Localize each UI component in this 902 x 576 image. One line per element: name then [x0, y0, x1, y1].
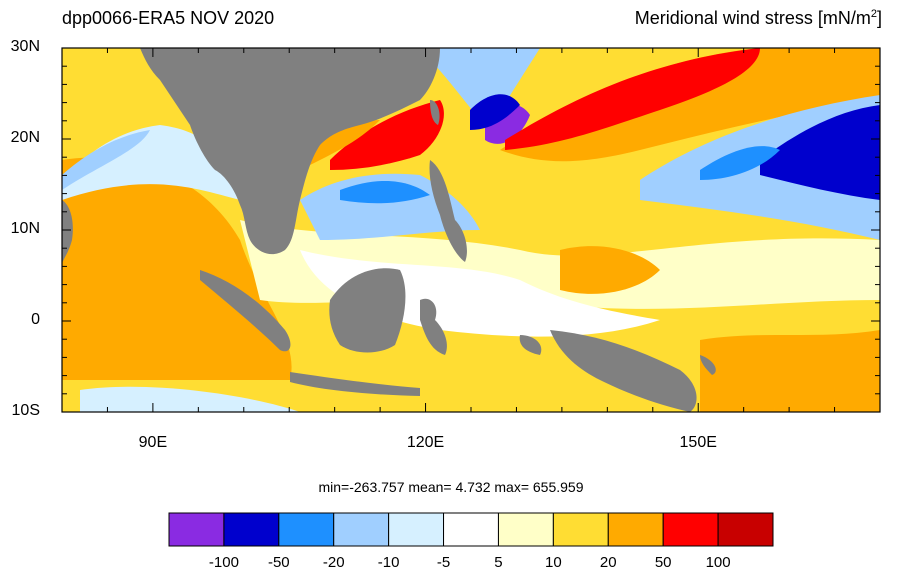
field-region-navy-ne [760, 105, 880, 200]
field-region-deepblue-scs [340, 180, 430, 204]
statistics-text: min=-263.757 mean= 4.732 max= 655.959 [318, 479, 584, 495]
land-new-guinea [550, 330, 697, 412]
colorbar-label: 10 [545, 554, 562, 571]
lon-label: 150E [679, 434, 717, 451]
colorbar-swatch [497, 512, 554, 547]
map-title: dpp0066-ERA5 NOV 2020 [62, 8, 275, 28]
lat-label: 0 [31, 311, 40, 328]
field-region-orange-scs [310, 120, 380, 165]
colorbar-label: -5 [436, 554, 451, 571]
land-asia [140, 48, 440, 255]
colorbar-swatch [278, 512, 335, 547]
map-field [62, 48, 880, 412]
field-region-blue-ne [700, 146, 780, 180]
colorbar-swatch [333, 512, 390, 547]
land-islands-east [700, 355, 716, 375]
field-region-lightblue-south [80, 386, 300, 412]
lon-label: 120E [406, 434, 445, 451]
field-region-navy-taiwan [470, 94, 520, 130]
variable-title: Meridional wind stress [mN/m2] [635, 8, 882, 29]
field-region-orange-sp [700, 330, 880, 412]
colorbar-swatch [223, 512, 280, 547]
colorbar-swatch [717, 512, 774, 547]
unit-superscript: 2 [870, 8, 877, 20]
lat-label: 30N [10, 38, 40, 55]
field-region-orange-central [560, 246, 660, 294]
lat-label: 10S [11, 402, 40, 419]
colorbar [168, 512, 774, 547]
field-region-orange-pacific [500, 48, 880, 162]
colorbar-label: -10 [377, 554, 400, 571]
land-java [290, 372, 420, 396]
axis-ticks [61, 47, 881, 413]
variable-title-end: ] [876, 8, 882, 28]
colorbar-label: 20 [599, 554, 617, 571]
land-masses [62, 48, 716, 412]
field-region-blue-taiwan [430, 48, 540, 130]
field-region-blue-bay [62, 130, 150, 190]
land-borneo [329, 268, 406, 353]
land-halmahera [519, 335, 542, 355]
lon-label: 90E [138, 434, 168, 451]
colorbar-swatch [168, 512, 225, 547]
colorbar-label: -50 [267, 554, 290, 571]
colorbar-swatch [388, 512, 445, 547]
lat-label: 10N [10, 220, 40, 237]
land-sulawesi [420, 298, 447, 355]
lat-label: 20N [10, 129, 40, 146]
colorbar-label: 100 [705, 554, 731, 571]
land-sumatra [200, 270, 291, 352]
field-region-orange-west [62, 157, 292, 380]
colorbar-swatch [662, 512, 719, 547]
colorbar-swatch [607, 512, 664, 547]
colorbar-label: 5 [494, 554, 503, 571]
variable-title-text: Meridional wind stress [mN/m [634, 8, 871, 28]
field-region-red-scs [330, 100, 444, 170]
colorbar-swatch [443, 512, 499, 547]
field-region-red-pacific [505, 48, 760, 150]
land-india-tip [62, 200, 73, 265]
field-region-lightblue-bay [62, 125, 240, 200]
land-philippines [429, 160, 467, 262]
land-taiwan [430, 100, 440, 125]
colorbar-swatch [552, 512, 609, 547]
colorbar-label: 50 [654, 554, 672, 571]
colorbar-label: -20 [322, 554, 345, 571]
colorbar-label: -100 [208, 554, 239, 571]
